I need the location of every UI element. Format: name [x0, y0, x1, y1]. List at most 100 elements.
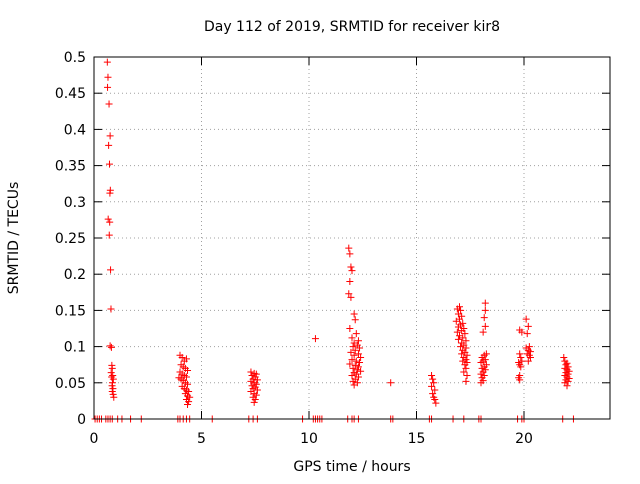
data-point	[352, 357, 360, 365]
data-point	[247, 368, 255, 376]
data-point	[346, 325, 354, 332]
data-point	[454, 323, 462, 331]
data-point	[516, 350, 524, 358]
data-point	[182, 373, 190, 381]
x-tick-label: 0	[90, 431, 99, 447]
data-point	[459, 334, 467, 342]
data-point	[346, 360, 354, 368]
data-point	[346, 250, 354, 258]
y-tick-label: 0.05	[55, 376, 86, 392]
y-tick-label: 0.1	[64, 340, 86, 356]
data-point	[109, 375, 117, 383]
data-point	[564, 377, 572, 385]
data-point	[457, 343, 465, 351]
data-point	[524, 322, 532, 330]
data-point	[109, 390, 117, 398]
data-point	[477, 379, 485, 387]
data-point	[387, 379, 395, 387]
data-point	[350, 351, 358, 359]
y-tick-label: 0.3	[64, 195, 86, 211]
data-point	[247, 377, 255, 385]
data-point	[463, 372, 471, 380]
data-point	[524, 357, 532, 365]
data-point	[517, 363, 525, 371]
data-point	[523, 330, 531, 338]
data-point	[348, 356, 356, 364]
data-point	[347, 263, 355, 271]
data-point	[253, 386, 261, 394]
data-point	[517, 353, 525, 361]
data-point	[432, 399, 440, 407]
data-point	[106, 189, 114, 197]
data-point	[564, 370, 572, 378]
data-point	[349, 364, 357, 372]
x-tick-label: 15	[408, 431, 426, 447]
data-point	[106, 132, 114, 140]
data-point	[481, 322, 489, 330]
y-tick-label: 0.2	[64, 267, 86, 283]
axis-ticks	[93, 56, 610, 420]
data-point	[104, 83, 112, 91]
data-point	[430, 379, 438, 387]
data-point	[518, 357, 526, 365]
data-point	[105, 160, 113, 168]
data-point	[105, 100, 113, 108]
y-tick-label: 0.25	[55, 231, 86, 247]
data-point	[481, 306, 489, 314]
data-point	[462, 364, 470, 372]
data-point	[351, 346, 359, 354]
data-point	[461, 330, 469, 338]
data-point	[252, 370, 260, 378]
x-tick-label: 10	[300, 431, 318, 447]
data-point	[479, 328, 487, 336]
data-point	[184, 366, 192, 374]
data-point	[105, 231, 113, 239]
data-point	[108, 364, 116, 372]
data-point	[526, 353, 534, 361]
data-point	[431, 386, 439, 394]
data-point	[481, 299, 489, 307]
data-point	[106, 218, 114, 226]
data-point	[457, 306, 465, 314]
y-tick-label: 0.15	[55, 303, 86, 319]
y-tick-label: 0.4	[64, 122, 86, 138]
data-point	[107, 343, 115, 351]
data-point	[349, 377, 357, 385]
data-point	[456, 303, 463, 311]
data-point	[564, 363, 572, 371]
data-point	[429, 375, 437, 383]
data-point	[348, 372, 356, 380]
data-point	[428, 382, 436, 390]
data-point	[477, 370, 485, 378]
data-point	[103, 58, 111, 66]
data-point	[518, 328, 526, 336]
data-point	[560, 353, 568, 361]
data-point	[522, 315, 530, 323]
data-point	[477, 359, 485, 367]
data-point	[345, 290, 353, 298]
data-point	[458, 350, 466, 358]
data-point	[356, 359, 364, 367]
data-point	[460, 368, 468, 376]
data-point	[108, 387, 116, 395]
y-tick-label: 0.45	[55, 86, 86, 102]
x-axis-label: GPS time / hours	[293, 459, 410, 475]
data-point	[357, 367, 365, 375]
data-point	[480, 314, 488, 322]
chart-title: Day 112 of 2019, SRMTID for receiver kir…	[204, 19, 500, 35]
data-point	[248, 372, 256, 380]
data-point	[516, 376, 524, 384]
grid	[94, 57, 610, 419]
data-point	[478, 364, 486, 372]
data-point	[462, 377, 470, 385]
data-point	[350, 381, 358, 389]
data-point	[351, 316, 359, 324]
data-point	[454, 335, 462, 343]
x-tick-label: 5	[197, 431, 206, 447]
data-point	[354, 363, 362, 371]
data-point	[250, 398, 258, 406]
data-point	[106, 342, 114, 350]
